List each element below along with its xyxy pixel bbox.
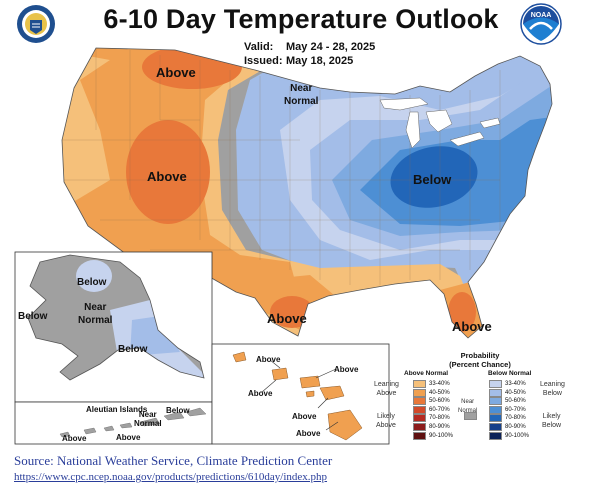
issued-value: May 18, 2025: [286, 55, 354, 67]
label-hi-above-5: Above: [296, 429, 321, 438]
above-legend-swatch: [413, 380, 426, 388]
source-url-link[interactable]: https://www.cpc.ncep.noaa.gov/products/p…: [14, 471, 328, 483]
noaa-logo-text: NOAA: [531, 12, 552, 19]
label-above-north: Above: [156, 65, 196, 80]
aleutian-inset-frame: [14, 401, 213, 445]
valid-label: Valid:: [244, 41, 274, 53]
below-legend-row: 70-80%: [486, 414, 526, 423]
legend-below-head: Below Normal: [488, 370, 532, 377]
legend-likely-below: Likely Below: [542, 413, 562, 429]
label-aleutian-title: Aleutian Islands: [86, 405, 148, 414]
aleutian-islands-shapes: [59, 407, 207, 438]
legend-near-normal-swatch: [464, 412, 477, 420]
above-legend-swatch: [413, 397, 426, 406]
above-legend-swatch: [413, 423, 426, 431]
hawaii-islands-shapes: [232, 351, 363, 441]
below-legend-swatch: [489, 431, 502, 440]
noaa-logo-icon: NOAA: [520, 3, 562, 50]
below-legend-range: 90-100%: [505, 432, 530, 439]
below-legend-row: 60-70%: [486, 405, 526, 414]
above-legend-row: 60-70%: [410, 405, 450, 414]
below-legend-row: 33-40%: [486, 380, 526, 388]
below-legend-range: 33-40%: [505, 381, 526, 387]
label-aleutian-near-normal: Near Normal: [134, 410, 162, 428]
state-borders: [62, 48, 501, 285]
label-aleutian-above-mid: Above: [116, 433, 141, 442]
label-hi-above-2: Above: [248, 389, 273, 398]
label-ak-below-south: Below: [118, 344, 148, 355]
label-above-west: Above: [147, 169, 187, 184]
above-legend-row: 70-80%: [410, 414, 450, 423]
legend-title: Probability (Percent Chance): [449, 351, 511, 369]
above-legend-swatch: [413, 405, 426, 414]
above-legend-row: 33-40%: [410, 380, 450, 388]
above-legend-swatch: [413, 431, 426, 440]
below-legend-range: 70-80%: [505, 415, 526, 422]
label-above-texas: Above: [267, 311, 307, 326]
below-legend-swatch: [489, 405, 502, 414]
below-legend-range: 50-60%: [505, 398, 526, 405]
legend-near-normal: Near Normal: [458, 399, 478, 414]
below-legend-row: 50-60%: [486, 397, 526, 406]
below-legend-range: 80-90%: [505, 424, 526, 430]
outlook-dates: Valid: May 24 - 28, 2025 Issued: May 18, 2…: [244, 40, 375, 68]
valid-value: May 24 - 28, 2025: [286, 41, 376, 53]
above-legend-range: 60-70%: [429, 406, 450, 413]
label-hi-above-3: Above: [334, 365, 359, 374]
below-legend-row: 40-50%: [486, 388, 526, 397]
above-legend-row: 40-50%: [410, 388, 450, 397]
label-aleutian-below: Below: [166, 406, 190, 415]
below-legend-swatch: [489, 397, 502, 406]
above-legend-range: 90-100%: [429, 432, 454, 439]
above-legend-swatch: [413, 388, 426, 397]
legend-leaning-above: Leaning Above: [374, 381, 399, 397]
label-ak-below-west: Below: [18, 311, 48, 322]
below-legend-swatch: [489, 380, 502, 388]
below-legend-range: 40-50%: [505, 389, 526, 396]
below-legend-row: 80-90%: [486, 423, 526, 431]
above-legend-range: 40-50%: [429, 389, 450, 396]
label-aleutian-above-left: Above: [62, 434, 87, 443]
doc-seal-icon: [16, 4, 56, 49]
below-legend-swatch: [489, 423, 502, 431]
page-title: 6-10 Day Temperature Outlook: [103, 4, 499, 34]
great-lakes: [379, 97, 501, 149]
above-legend-range: 70-80%: [429, 415, 450, 422]
issued-label: Issued:: [244, 55, 283, 67]
above-legend-range: 50-60%: [429, 398, 450, 405]
label-near-normal-north: Near Normal: [284, 83, 319, 107]
legend-above-head: Above Normal: [404, 370, 449, 377]
below-legend-row: 90-100%: [486, 431, 530, 440]
hawaii-leader-lines: [261, 359, 339, 431]
below-legend-range: 60-70%: [505, 406, 526, 413]
label-hi-above-1: Above: [256, 355, 281, 364]
above-legend-range: 33-40%: [429, 381, 450, 387]
above-legend-row: 50-60%: [410, 397, 450, 406]
label-below-east: Below: [413, 172, 452, 187]
legend-leaning-below: Leaning Below: [540, 381, 565, 397]
below-legend-swatch: [489, 388, 502, 397]
legend-likely-above: Likely Above: [376, 413, 396, 429]
above-legend-range: 80-90%: [429, 424, 450, 430]
source-text: Source: National Weather Service, Climat…: [14, 453, 333, 468]
label-hi-above-4: Above: [292, 412, 317, 421]
label-above-florida: Above: [452, 319, 492, 334]
above-legend-row: 90-100%: [410, 431, 454, 440]
label-ak-below-north: Below: [77, 277, 107, 288]
label-ak-near-normal: Near Normal: [78, 302, 113, 326]
above-legend-swatch: [413, 414, 426, 423]
below-legend-swatch: [489, 414, 502, 423]
above-legend-row: 80-90%: [410, 423, 450, 431]
